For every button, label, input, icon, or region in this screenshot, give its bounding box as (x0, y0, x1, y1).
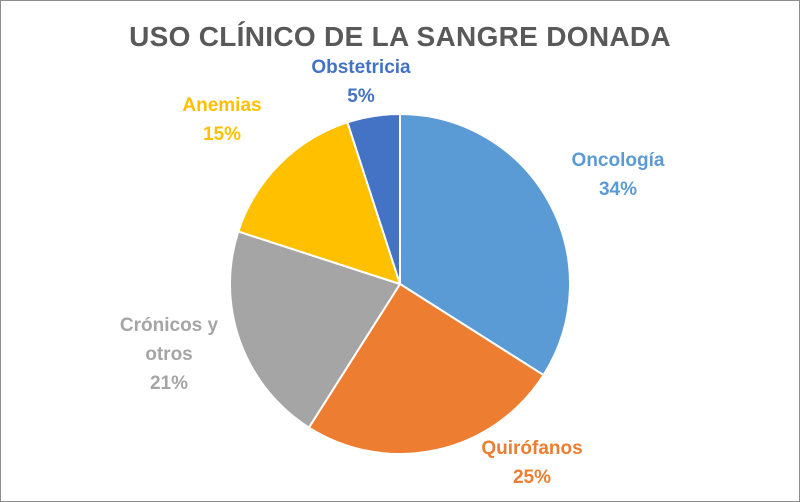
chart-title: USO CLÍNICO DE LA SANGRE DONADA (129, 21, 671, 52)
pie-slice-3 (228, 230, 402, 429)
data-label-3: Crónicos y otros 21% (120, 315, 219, 394)
pie-slice-5 (346, 112, 401, 285)
data-label-4: Anemias 15% (182, 95, 261, 145)
data-label-1: Oncología 34% (572, 150, 665, 200)
data-label-2: Quirófanos 25% (481, 438, 582, 488)
data-label-5: Obstetricia 5% (311, 57, 411, 107)
pie-slice-2 (307, 282, 545, 456)
